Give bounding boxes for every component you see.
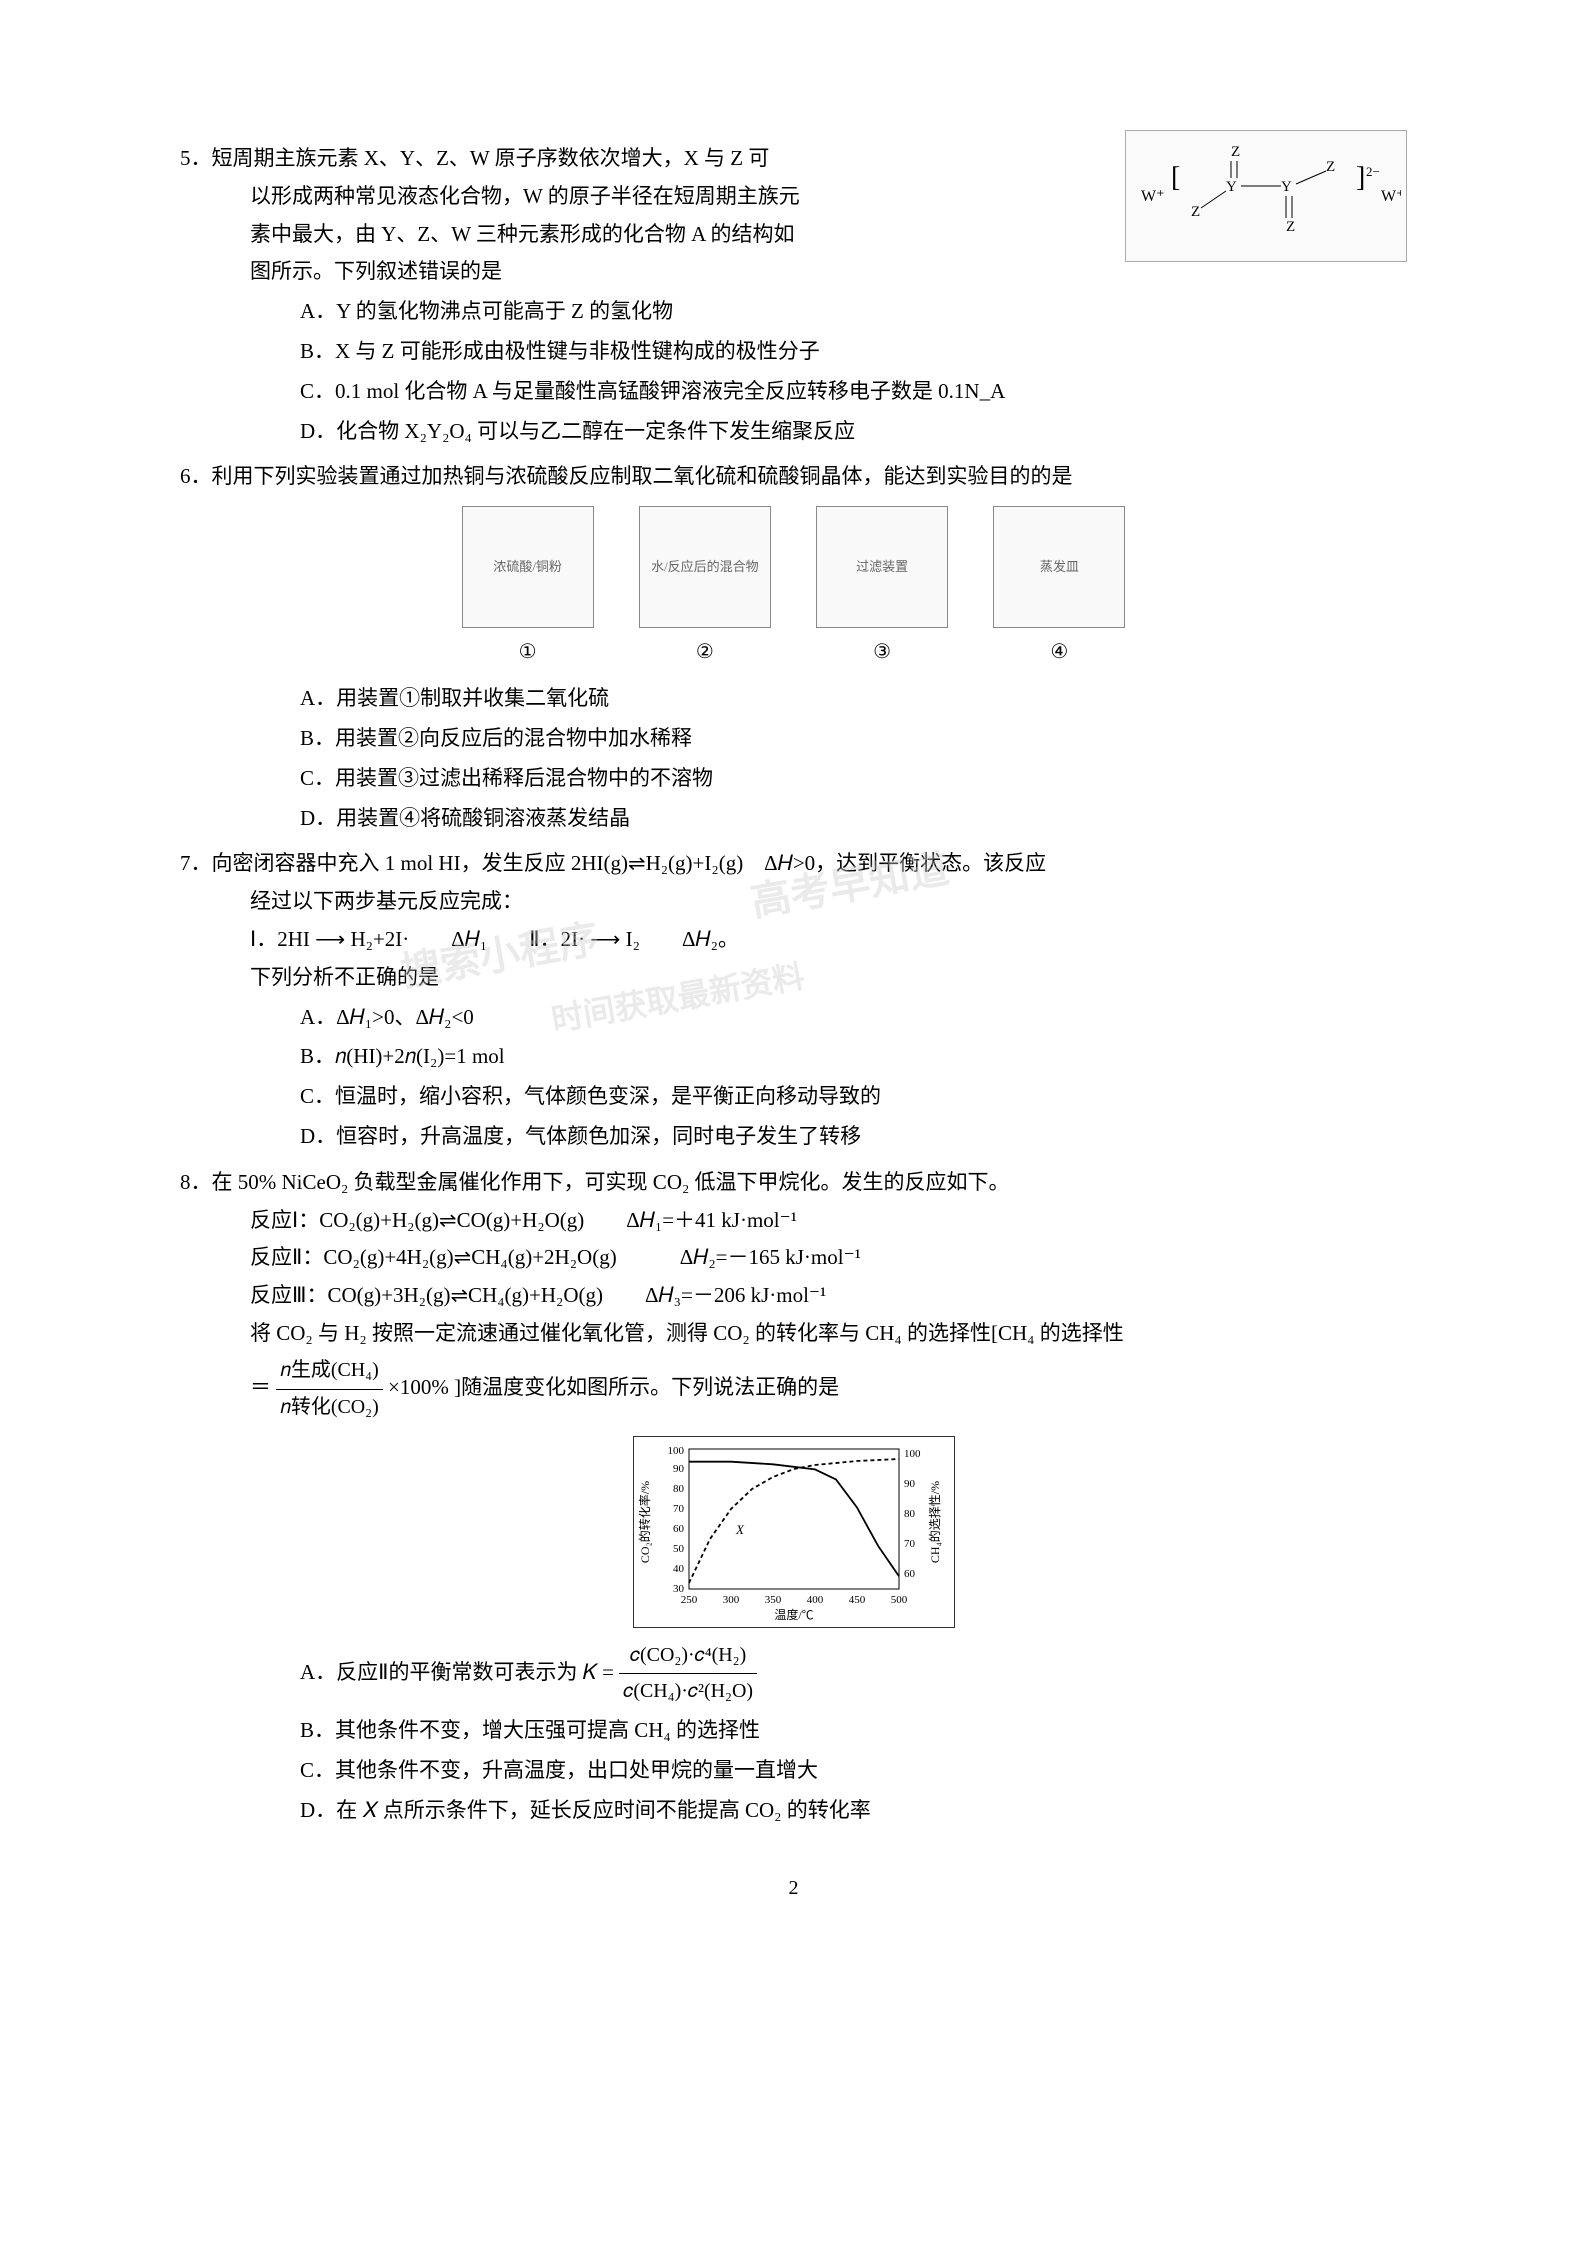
question-6: 6．利用下列实验装置通过加热铜与浓硫酸反应制取二氧化硫和硫酸铜晶体，能达到实验目… bbox=[180, 458, 1407, 837]
question-5: W⁺ [ ] 2− W⁺ Z Y Z Y Z Z bbox=[180, 140, 1407, 450]
q6-fig-4-label: ④ bbox=[993, 634, 1125, 670]
q6-stem: 利用下列实验装置通过加热铜与浓硫酸反应制取二氧化硫和硫酸铜晶体，能达到实验目的的… bbox=[212, 464, 1073, 488]
svg-text:80: 80 bbox=[673, 1483, 685, 1495]
svg-text:100: 100 bbox=[904, 1448, 921, 1460]
svg-text:60: 60 bbox=[673, 1523, 685, 1535]
q7-stem-1: 向密闭容器中充入 1 mol HI，发生反应 2HI(g)⇌H₂(g)+I₂(g… bbox=[212, 851, 1047, 875]
q5-number: 5． bbox=[180, 146, 212, 170]
svg-text:250: 250 bbox=[680, 1594, 697, 1606]
q7-stem-3: 下列分析不正确的是 bbox=[180, 959, 1407, 997]
q8-opt-a-prefix: A．反应Ⅱ的平衡常数可表示为 𝐾 = bbox=[300, 1660, 619, 1684]
svg-text:70: 70 bbox=[904, 1538, 916, 1550]
q6-opt-b: B．用装置②向反应后的混合物中加水稀释 bbox=[300, 720, 1407, 758]
q6-fig-2: 水/反应后的混合物 ② bbox=[639, 506, 771, 670]
svg-text:]: ] bbox=[1356, 162, 1365, 193]
q5-opt-a: A．Y 的氢化物沸点可能高于 Z 的氢化物 bbox=[300, 293, 1407, 331]
apparatus-1-icon: 浓硫酸/铜粉 bbox=[462, 506, 594, 628]
svg-text:W⁺: W⁺ bbox=[1141, 188, 1165, 205]
svg-text:100: 100 bbox=[667, 1445, 684, 1457]
q8-opt-a-frac: 𝑐(CO₂)·𝑐⁴(H₂) 𝑐(CH₄)·𝑐²(H₂O) bbox=[619, 1638, 757, 1711]
q7-opt-d: D．恒容时，升高温度，气体颜色加深，同时电子发生了转移 bbox=[300, 1118, 1407, 1156]
svg-text:Z: Z bbox=[1286, 219, 1295, 235]
q7-number: 7． bbox=[180, 851, 212, 875]
svg-text:Y: Y bbox=[1226, 179, 1237, 195]
page-number: 2 bbox=[180, 1870, 1407, 1906]
chart-ylabel-left: CO₂的转化率/% bbox=[637, 1480, 652, 1562]
q7-opt-b: B．𝑛(HI)+2𝑛(I₂)=1 mol bbox=[300, 1038, 1407, 1076]
svg-text:50: 50 bbox=[673, 1543, 685, 1555]
q8-opt-b: B．其他条件不变，增大压强可提高 CH₄ 的选择性 bbox=[300, 1712, 1407, 1750]
svg-text:Y: Y bbox=[1281, 179, 1292, 195]
apparatus-3-icon: 过滤装置 bbox=[816, 506, 948, 628]
q8-number: 8． bbox=[180, 1170, 212, 1194]
q7-stem-2: 经过以下两步基元反应完成： bbox=[180, 883, 1407, 921]
q7-opt-a: A．Δ𝐻₁>0、Δ𝐻₂<0 bbox=[300, 999, 1407, 1037]
q8-frac-prefix: ＝ bbox=[250, 1375, 271, 1399]
chart-point-x: X bbox=[735, 1522, 745, 1537]
q5-opt-b: B．X 与 Z 可能形成由极性键与非极性键构成的极性分子 bbox=[300, 333, 1407, 371]
svg-text:40: 40 bbox=[673, 1563, 685, 1575]
q6-fig-3-label: ③ bbox=[816, 634, 948, 670]
q6-opt-c: C．用装置③过滤出稀释后混合物中的不溶物 bbox=[300, 760, 1407, 798]
svg-text:90: 90 bbox=[673, 1463, 685, 1475]
svg-text:80: 80 bbox=[904, 1508, 916, 1520]
q8-a-frac-den: 𝑐(CH₄)·𝑐²(H₂O) bbox=[619, 1674, 757, 1710]
q6-opt-a: A．用装置①制取并收集二氧化硫 bbox=[300, 680, 1407, 718]
svg-text:Z: Z bbox=[1191, 204, 1200, 220]
svg-text:450: 450 bbox=[848, 1594, 865, 1606]
chart-ylabel-right: CH₄的选择性/% bbox=[927, 1480, 942, 1562]
svg-text:60: 60 bbox=[904, 1568, 916, 1580]
q6-fig-1: 浓硫酸/铜粉 ① bbox=[462, 506, 594, 670]
q5-stem-0: 短周期主族元素 X、Y、Z、W 原子序数依次增大，X 与 Z 可 bbox=[212, 146, 770, 170]
svg-text:70: 70 bbox=[673, 1503, 685, 1515]
q8-frac-line: ＝ 𝑛生成(CH₄) 𝑛转化(CO₂) ×100% ]随温度变化如图所示。下列说… bbox=[180, 1353, 1407, 1426]
q7-steps: Ⅰ．2HI ⟶ H₂+2I· Δ𝐻₁ Ⅱ．2I· ⟶ I₂ Δ𝐻₂。 bbox=[180, 921, 1407, 959]
q8-rxn-3: 反应Ⅲ：CO(g)+3H₂(g)⇌CH₄(g)+H₂O(g) Δ𝐻₃=－206 … bbox=[180, 1277, 1407, 1315]
q7-opt-c: C．恒温时，缩小容积，气体颜色变深，是平衡正向移动导致的 bbox=[300, 1078, 1407, 1116]
q8-selectivity-frac: 𝑛生成(CH₄) 𝑛转化(CO₂) bbox=[276, 1353, 383, 1426]
q8-opt-c: C．其他条件不变，升高温度，出口处甲烷的量一直增大 bbox=[300, 1752, 1407, 1790]
q6-fig-4: 蒸发皿 ④ bbox=[993, 506, 1125, 670]
q6-fig-3: 过滤装置 ③ bbox=[816, 506, 948, 670]
chart-svg: 3040 5060 7080 90100 6070 8090 100 25030… bbox=[634, 1437, 954, 1627]
chart-xlabel: 温度/℃ bbox=[774, 1607, 813, 1622]
q8-stem-2a: 将 CO₂ 与 H₂ 按照一定流速通过催化氧化管，测得 CO₂ 的转化率与 CH… bbox=[180, 1315, 1407, 1353]
q8-a-frac-num: 𝑐(CO₂)·𝑐⁴(H₂) bbox=[619, 1638, 757, 1675]
question-7: 7．向密闭容器中充入 1 mol HI，发生反应 2HI(g)⇌H₂(g)+I₂… bbox=[180, 845, 1407, 1155]
q6-opt-d: D．用装置④将硫酸铜溶液蒸发结晶 bbox=[300, 800, 1407, 838]
apparatus-2-icon: 水/反应后的混合物 bbox=[639, 506, 771, 628]
svg-text:Z: Z bbox=[1326, 159, 1335, 175]
q6-fig-1-label: ① bbox=[462, 634, 594, 670]
q8-opt-d: D．在 𝑋 点所示条件下，延长反应时间不能提高 CO₂ 的转化率 bbox=[300, 1792, 1407, 1830]
svg-text:350: 350 bbox=[764, 1594, 781, 1606]
q6-number: 6． bbox=[180, 464, 212, 488]
q8-opt-a: A．反应Ⅱ的平衡常数可表示为 𝐾 = 𝑐(CO₂)·𝑐⁴(H₂) 𝑐(CH₄)·… bbox=[300, 1638, 1407, 1711]
q8-frac-num: 𝑛生成(CH₄) bbox=[276, 1353, 383, 1390]
apparatus-4-icon: 蒸发皿 bbox=[993, 506, 1125, 628]
struct-svg: W⁺ [ ] 2− W⁺ Z Y Z Y Z Z bbox=[1131, 136, 1401, 256]
q5-opt-c: C．0.1 mol 化合物 A 与足量酸性高锰酸钾溶液完全反应转移电子数是 0.… bbox=[300, 373, 1407, 411]
q8-rxn-2: 反应Ⅱ：CO₂(g)+4H₂(g)⇌CH₄(g)+2H₂O(g) Δ𝐻₂=－16… bbox=[180, 1239, 1407, 1277]
struct-diagram-q5: W⁺ [ ] 2− W⁺ Z Y Z Y Z Z bbox=[1125, 130, 1407, 262]
q8-chart: 3040 5060 7080 90100 6070 8090 100 25030… bbox=[633, 1436, 955, 1628]
q6-figures: 浓硫酸/铜粉 ① 水/反应后的混合物 ② 过滤装置 ③ 蒸发皿 ④ bbox=[180, 506, 1407, 670]
q5-opt-d: D．化合物 X₂Y₂O₄ 可以与乙二醇在一定条件下发生缩聚反应 bbox=[300, 413, 1407, 451]
svg-text:Z: Z bbox=[1231, 144, 1240, 160]
q8-stem-1: 在 50% NiCeO₂ 负载型金属催化作用下，可实现 CO₂ 低温下甲烷化。发… bbox=[212, 1170, 1010, 1194]
svg-text:500: 500 bbox=[890, 1594, 907, 1606]
question-8: 8．在 50% NiCeO₂ 负载型金属催化作用下，可实现 CO₂ 低温下甲烷化… bbox=[180, 1164, 1407, 1830]
q6-fig-2-label: ② bbox=[639, 634, 771, 670]
svg-text:[: [ bbox=[1171, 162, 1180, 193]
svg-text:2−: 2− bbox=[1366, 164, 1380, 179]
q8-rxn-1: 反应Ⅰ：CO₂(g)+H₂(g)⇌CO(g)+H₂O(g) Δ𝐻₁=＋41 kJ… bbox=[180, 1202, 1407, 1240]
svg-text:400: 400 bbox=[806, 1594, 823, 1606]
q8-stem-2b: ×100% ]随温度变化如图所示。下列说法正确的是 bbox=[388, 1375, 839, 1399]
svg-text:W⁺: W⁺ bbox=[1381, 188, 1401, 205]
svg-text:300: 300 bbox=[722, 1594, 739, 1606]
svg-text:90: 90 bbox=[904, 1478, 916, 1490]
q8-frac-den: 𝑛转化(CO₂) bbox=[276, 1390, 383, 1426]
